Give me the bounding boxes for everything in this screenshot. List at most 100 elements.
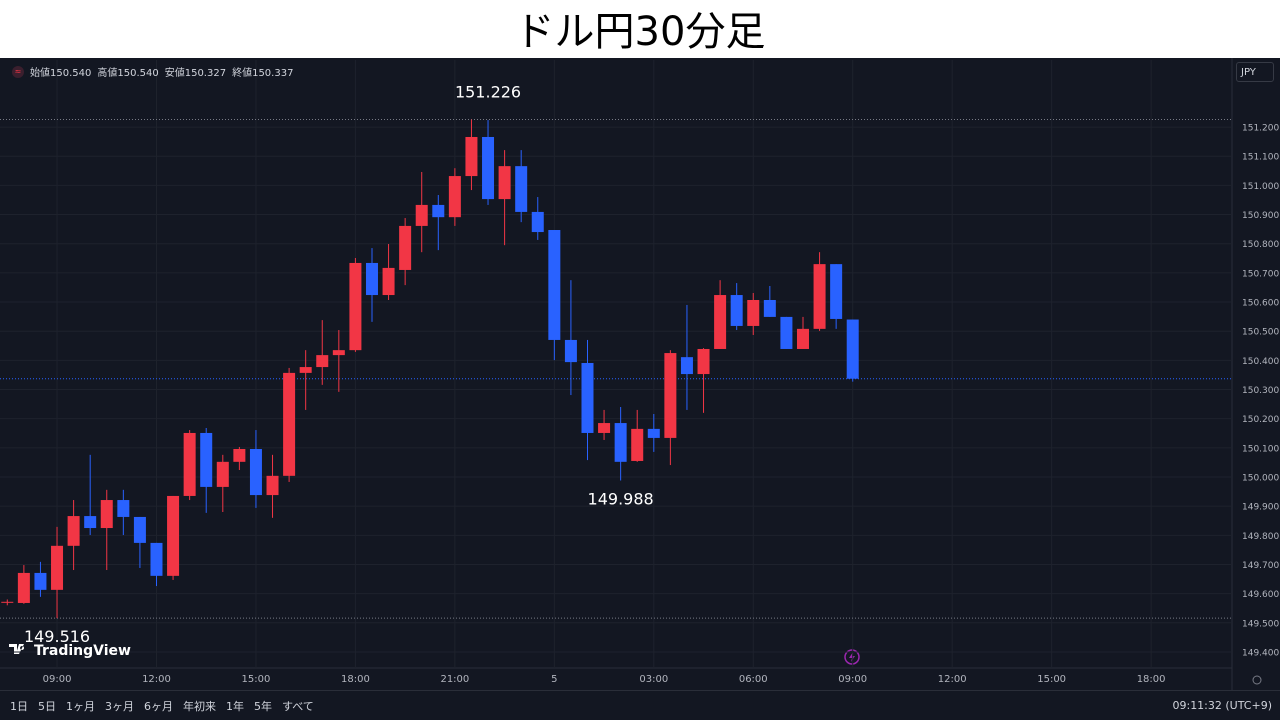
candle-body <box>448 176 461 218</box>
x-tick-label: 06:00 <box>739 674 768 685</box>
y-tick-label: 150.400 <box>1242 357 1279 367</box>
candle-body <box>680 357 693 375</box>
range-button[interactable]: 5年 <box>254 699 272 713</box>
candle-body <box>614 423 627 462</box>
range-button[interactable]: 6ヶ月 <box>144 699 173 713</box>
y-tick-label: 150.900 <box>1242 211 1279 221</box>
ohlc-value: 150.337 <box>252 68 294 79</box>
x-tick-label: 09:00 <box>43 674 72 685</box>
ohlc-label: 安値 <box>164 68 185 79</box>
x-tick-label: 18:00 <box>1137 674 1166 685</box>
x-tick-label: 03:00 <box>639 674 668 685</box>
x-tick-label: 09:00 <box>838 674 867 685</box>
candle-body <box>266 475 279 496</box>
symbol-icon: ≈ <box>12 65 24 78</box>
x-tick-label: 18:00 <box>341 674 370 685</box>
y-tick-label: 150.100 <box>1242 444 1279 454</box>
candle-body <box>498 166 511 200</box>
y-tick-label: 149.400 <box>1242 648 1279 658</box>
y-tick-label: 149.500 <box>1242 619 1279 629</box>
range-button[interactable]: 年初来 <box>183 699 216 713</box>
y-tick-label: 149.600 <box>1242 590 1279 600</box>
x-tick-label: 15:00 <box>242 674 271 685</box>
price-annotation: 149.988 <box>588 489 654 508</box>
candle-body <box>830 264 843 319</box>
y-tick-label: 151.100 <box>1242 153 1279 163</box>
y-tick-label: 149.800 <box>1242 532 1279 542</box>
ohlc-item: 始値150.540 <box>30 64 91 79</box>
range-button[interactable]: 1ヶ月 <box>66 699 95 713</box>
candle-body <box>34 572 47 590</box>
event-icon-bolt <box>849 652 855 662</box>
candle-body <box>697 348 710 375</box>
candle-body <box>465 136 478 177</box>
candle-body <box>515 166 528 212</box>
y-tick-label: 149.900 <box>1242 503 1279 513</box>
ohlc-item: 終値150.337 <box>232 64 293 79</box>
candle-body <box>813 264 826 329</box>
ohlc-value: 150.327 <box>184 68 227 79</box>
chart: 149.400 149.500 149.600 149.700 149.800 149.9… <box>0 58 1280 690</box>
candle-body <box>647 428 660 438</box>
candle-body <box>233 449 246 462</box>
y-tick-label: 150.500 <box>1242 328 1279 338</box>
range-button[interactable]: すべて <box>282 699 314 713</box>
event-icon[interactable] <box>844 649 860 665</box>
range-button[interactable]: 5日 <box>38 699 56 713</box>
range-button[interactable]: 3ヶ月 <box>105 699 134 713</box>
ohlc-value: 150.540 <box>50 68 92 79</box>
candle-body <box>283 372 296 476</box>
candle-body <box>531 211 544 233</box>
candle-body <box>598 423 611 433</box>
candle-body <box>216 461 229 487</box>
ohlc-label: 始値 <box>30 68 50 79</box>
y-tick-label: 150.200 <box>1242 415 1279 425</box>
currency-select[interactable]: JPY <box>1236 62 1274 82</box>
chart-background <box>0 58 1280 690</box>
y-tick-label: 150.300 <box>1242 386 1279 396</box>
x-tick-label: 15:00 <box>1037 674 1066 685</box>
candle-body <box>581 362 594 433</box>
candle-body <box>332 350 345 356</box>
candle-body <box>548 230 561 340</box>
range-button[interactable]: 1年 <box>226 699 244 713</box>
y-tick-label: 151.000 <box>1242 182 1279 192</box>
candle-body <box>631 428 644 461</box>
candle-body <box>780 316 793 349</box>
candle-body <box>133 516 146 543</box>
toolbar: 09:11:32 (UTC+9) 1日 5日 1ヶ月 3ヶ月 6ヶ月 年初来 1年 5年 すべて <box>0 690 1280 720</box>
ohlc-legend: ≈ 始値150.540 高値150.540 安値150.327 終値150.337 <box>12 64 293 79</box>
y-tick-label: 151.200 <box>1242 124 1279 134</box>
price-annotation: 151.226 <box>455 82 521 101</box>
candle-body <box>299 367 312 373</box>
candle-body <box>183 432 196 496</box>
candle-body <box>349 262 362 351</box>
candle-body <box>763 299 776 317</box>
x-tick-label: 12:00 <box>142 674 171 685</box>
candle-body <box>150 542 163 576</box>
ohlc-item: 高値150.540 <box>97 64 158 79</box>
y-tick-label: 150.700 <box>1242 269 1279 279</box>
ohlc-label: 高値 <box>97 68 118 79</box>
candle-body <box>84 516 97 529</box>
x-tick-label: 12:00 <box>938 674 967 685</box>
ohlc-label: 終値 <box>232 68 253 79</box>
candle-body <box>415 204 428 226</box>
ohlc-item: 安値150.327 <box>165 64 226 79</box>
candle-body <box>249 449 262 496</box>
page-title: ドル円30分足 <box>0 0 1280 58</box>
settings-icon[interactable] <box>1252 675 1262 685</box>
candle-body <box>730 295 743 326</box>
candle-body <box>796 328 809 349</box>
tradingview-logo <box>9 644 25 654</box>
range-button[interactable]: 1日 <box>10 699 28 713</box>
candle-body <box>564 339 577 363</box>
candle-body <box>200 432 213 487</box>
candle-body <box>117 500 130 517</box>
candle-body <box>316 355 329 368</box>
y-tick-label: 150.800 <box>1242 240 1279 250</box>
x-tick-label: 5 <box>551 674 557 685</box>
candle-body <box>167 495 180 576</box>
candle-body <box>846 319 859 379</box>
